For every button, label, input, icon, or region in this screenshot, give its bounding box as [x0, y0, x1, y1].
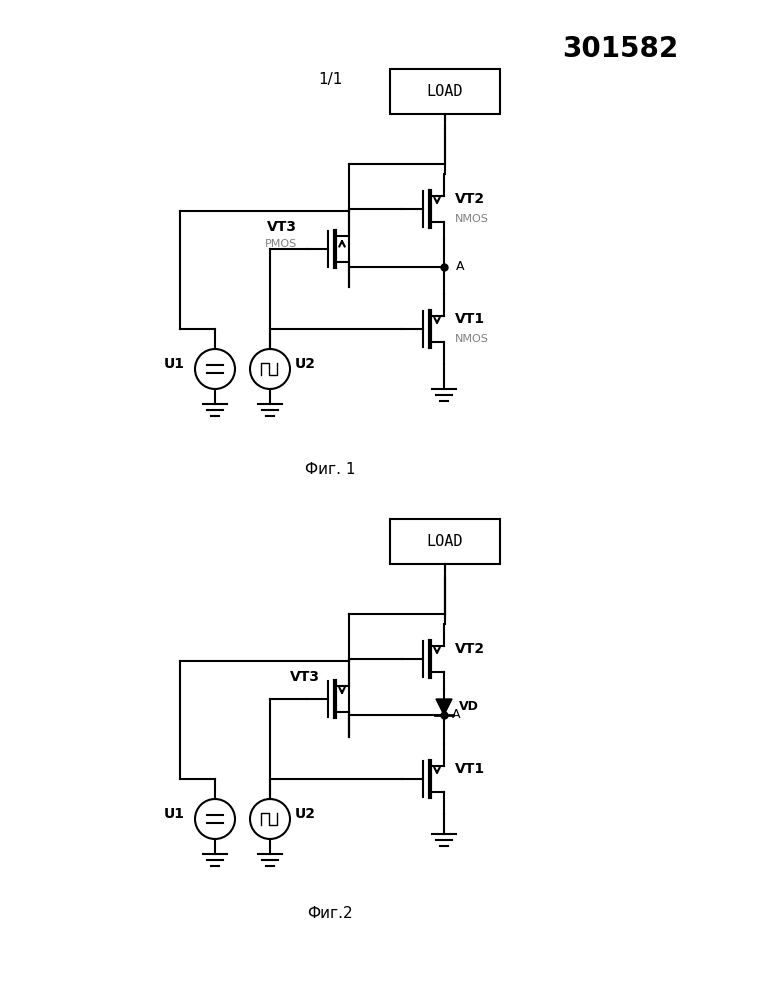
Text: NMOS: NMOS	[455, 334, 489, 344]
Text: U1: U1	[164, 357, 185, 371]
Text: 1/1: 1/1	[318, 72, 342, 87]
FancyBboxPatch shape	[390, 69, 500, 114]
Text: VT1: VT1	[455, 312, 485, 326]
Text: A: A	[456, 260, 465, 273]
Text: NMOS: NMOS	[455, 214, 489, 224]
Text: VD: VD	[459, 700, 479, 713]
Text: LOAD: LOAD	[427, 534, 463, 549]
FancyBboxPatch shape	[390, 519, 500, 564]
Text: 301582: 301582	[562, 35, 678, 63]
Text: VT1: VT1	[455, 762, 485, 776]
Polygon shape	[436, 699, 452, 715]
Text: U2: U2	[295, 807, 316, 821]
Text: VT2: VT2	[455, 642, 485, 656]
Text: VT3: VT3	[290, 670, 320, 684]
Text: VT2: VT2	[455, 192, 485, 206]
Text: A: A	[452, 708, 461, 721]
Text: VT3: VT3	[267, 220, 297, 234]
Text: LOAD: LOAD	[427, 84, 463, 99]
Text: Фиг.2: Фиг.2	[307, 906, 353, 921]
Text: Фиг. 1: Фиг. 1	[305, 462, 355, 477]
Text: U2: U2	[295, 357, 316, 371]
Text: PMOS: PMOS	[265, 239, 297, 249]
Text: U1: U1	[164, 807, 185, 821]
